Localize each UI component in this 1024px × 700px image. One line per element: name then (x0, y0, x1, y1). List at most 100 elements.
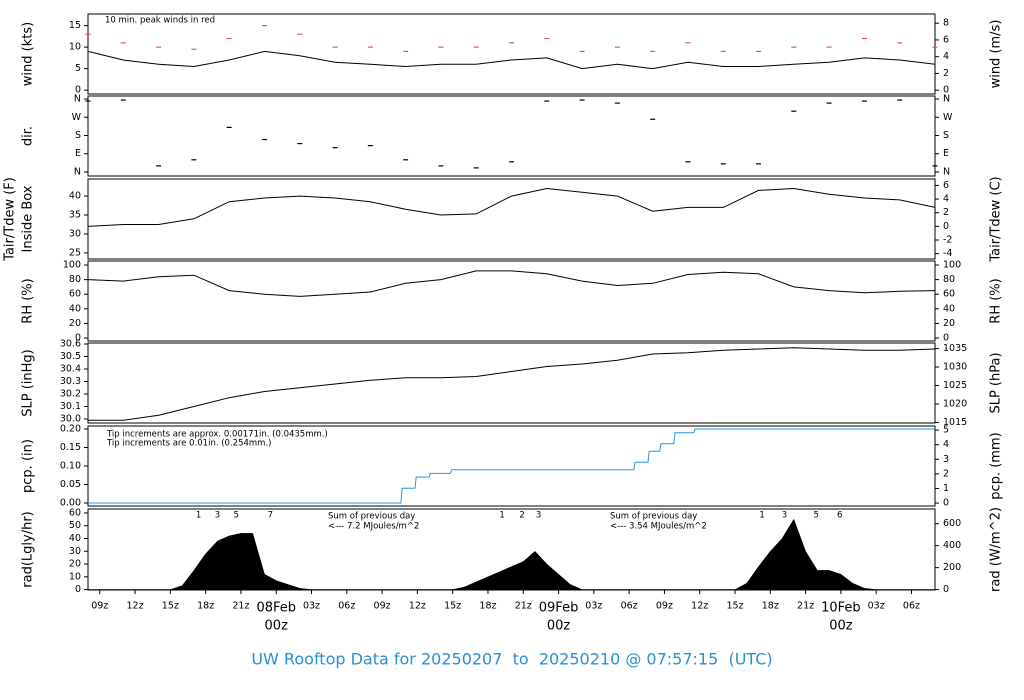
hour-marker: 7 (268, 511, 273, 521)
x-tick-label: 15z (444, 601, 461, 612)
y-tick-label: 40 (69, 191, 81, 202)
annotation: 10 min. peak winds in red (105, 16, 215, 26)
hour-marker: 5 (234, 511, 239, 521)
y2-tick-label: 6 (943, 34, 949, 45)
y-axis-title: Inside Box (21, 185, 36, 252)
y2-tick-label: 2 (943, 207, 949, 218)
data-line (88, 347, 936, 421)
panel-frame (87, 342, 936, 424)
hour-marker: 5 (813, 511, 818, 521)
y2-tick-label: 2 (943, 68, 949, 79)
y-tick-label: 0.10 (60, 461, 81, 472)
panel-frame (87, 508, 936, 591)
y-tick-label: E (75, 148, 81, 159)
y-tick-label: 30.6 (60, 339, 81, 350)
data-area (87, 518, 936, 590)
y2-axis-title: pcp. (mm) (989, 432, 1004, 499)
y2-tick-label: 400 (943, 540, 961, 551)
data-line (87, 187, 936, 227)
y2-tick-label: 0 (943, 498, 949, 509)
x-tick-label: 18z (762, 601, 779, 612)
y2-tick-label: 0 (943, 85, 949, 96)
y-tick-label: 40 (69, 303, 81, 314)
y2-tick-label: 1015 (943, 417, 967, 428)
x-tick-label: 06z (903, 601, 920, 612)
y2-tick-label: 4 (943, 51, 949, 62)
y-tick-label: 0 (75, 85, 81, 96)
hour-marker: 3 (215, 511, 220, 521)
y-tick-label: 60 (69, 507, 81, 518)
y2-tick-label: 1025 (943, 380, 967, 391)
y-tick-label: 0.20 (60, 423, 81, 434)
y-tick-label: 30.2 (60, 389, 81, 400)
x-tick-label: 21z (515, 601, 532, 612)
y2-tick-label: 3 (943, 454, 949, 465)
x-tick-label: 21z (797, 601, 814, 612)
y-tick-label: 100 (63, 260, 81, 271)
y2-tick-label: 1030 (943, 362, 967, 373)
y-axis-title: wind (kts) (21, 22, 36, 86)
y2-tick-label: 4 (943, 439, 949, 450)
y-tick-label: 30.5 (60, 351, 81, 362)
y-tick-label: 35 (69, 210, 81, 221)
y-tick-label: N (74, 94, 81, 105)
y-tick-label: 0 (75, 333, 81, 344)
y2-tick-label: 80 (943, 274, 955, 285)
y-tick-label: 30 (69, 228, 81, 239)
y-tick-label: N (74, 166, 81, 177)
panel-frame (87, 178, 936, 260)
y-tick-label: 30.3 (60, 376, 81, 387)
x-tick-label: 06z (338, 601, 355, 612)
y-tick-label: 20 (69, 559, 81, 570)
x-tick-label: 06z (621, 601, 638, 612)
y2-tick-label: 200 (943, 562, 961, 573)
y-tick-label: 30 (69, 546, 81, 557)
x-tick-label: 03z (303, 601, 320, 612)
y2-tick-label: 20 (943, 318, 955, 329)
y2-tick-label: 1 (943, 483, 949, 494)
x-tick-label: 00z (547, 619, 571, 634)
hour-marker: 1 (499, 511, 504, 521)
x-tick-label: 12z (691, 601, 708, 612)
panel-frame (87, 260, 936, 342)
y2-tick-label: 600 (943, 518, 961, 529)
x-tick-label: 00z (265, 619, 289, 634)
y2-tick-label: 0 (943, 584, 949, 595)
data-line (87, 50, 936, 70)
annotation: Tip increments are approx. 0.00171in. (0… (106, 430, 328, 440)
x-tick-label: 12z (409, 601, 426, 612)
y2-tick-label: -2 (943, 235, 952, 246)
y2-tick-label: 1020 (943, 398, 967, 409)
x-tick-label: 18z (479, 601, 496, 612)
y-tick-label: 25 (69, 247, 81, 258)
panel-frame (87, 13, 936, 95)
x-tick-label: 21z (232, 601, 249, 612)
x-tick-label: 12z (127, 601, 144, 612)
y2-axis-title: rad (W/m^2) (989, 507, 1004, 592)
y-tick-label: 15 (69, 20, 81, 31)
y2-tick-label: E (943, 148, 949, 159)
y-axis-title: pcp. (in) (21, 439, 36, 493)
y-tick-label: 20 (69, 318, 81, 329)
y-tick-label: 80 (69, 274, 81, 285)
y2-tick-label: 0 (943, 333, 949, 344)
y2-axis-title: Tair/Tdew (C) (989, 176, 1004, 262)
date-label: 09Feb (539, 601, 579, 616)
hour-marker: 2 (519, 511, 524, 521)
x-tick-label: 18z (197, 601, 214, 612)
y-axis-title: dir. (21, 126, 36, 146)
y2-tick-label: 2 (943, 468, 949, 479)
y2-tick-label: 60 (943, 289, 955, 300)
y2-tick-label: 40 (943, 303, 955, 314)
y2-axis-title: SLP (hPa) (989, 352, 1004, 413)
y-tick-label: S (75, 130, 81, 141)
y-tick-label: 0 (75, 584, 81, 595)
x-tick-label: 09z (91, 601, 108, 612)
data-line (88, 428, 935, 504)
x-tick-label: 09z (374, 601, 391, 612)
hour-marker: 1 (759, 511, 764, 521)
date-label: 08Feb (256, 601, 296, 616)
annotation: Tip increments are 0.01in. (0.254mm.) (106, 439, 271, 449)
y2-tick-label: 6 (943, 180, 949, 191)
